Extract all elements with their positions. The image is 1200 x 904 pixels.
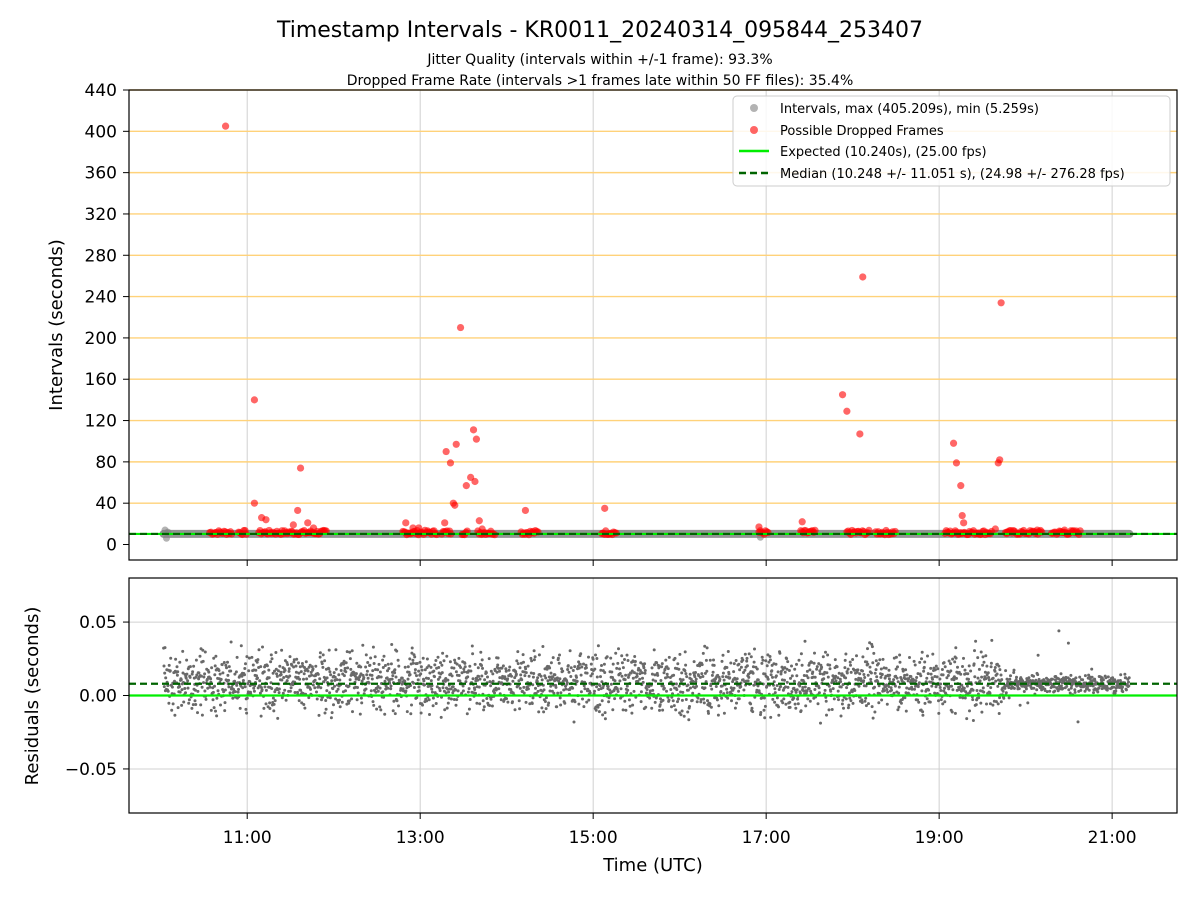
x-tick-label: 19:00 <box>915 828 964 848</box>
dropped-frame-point <box>262 516 270 524</box>
dropped-frame-point <box>402 519 410 527</box>
legend-marker-intervals <box>750 104 758 112</box>
dropped-frame-point <box>442 447 450 456</box>
top-y-tick-label: 40 <box>95 494 117 514</box>
dropped-frame-point <box>521 506 530 515</box>
top-y-tick-label: 360 <box>85 164 117 184</box>
dropped-frame-point <box>304 519 312 527</box>
x-axis-ticks: 11:00 13:00 15:00 17:00 19:00 21:00 <box>223 560 1137 848</box>
legend-label-intervals: Intervals, max (405.209s), min (5.259s) <box>780 102 1039 117</box>
legend-box <box>732 95 1171 187</box>
x-tick-label: 13:00 <box>396 828 445 848</box>
bottom-y-tick-label: 0.05 <box>79 613 117 633</box>
bottom-y-tick-label: 0.00 <box>79 687 117 707</box>
chart-subtitle-2: Dropped Frame Rate (intervals >1 frames … <box>347 73 854 89</box>
legend-label-expected: Expected (10.240s), (25.00 fps) <box>780 145 987 160</box>
x-axis-label: Time (UTC) <box>602 855 703 876</box>
bottom-plot-marks <box>129 629 1177 725</box>
top-y-tick-label: 120 <box>85 412 117 432</box>
dropped-frame-point <box>250 396 259 404</box>
dropped-frame-point <box>309 524 318 532</box>
legend-label-dropped: Possible Dropped Frames <box>780 124 944 139</box>
dropped-frame-point <box>441 519 449 527</box>
x-tick-label: 17:00 <box>742 828 791 848</box>
dropped-frame-point <box>957 482 965 490</box>
dropped-frame-point <box>997 299 1005 307</box>
x-tick-label: 21:00 <box>1088 828 1137 848</box>
dropped-frame-point <box>838 391 847 399</box>
dropped-frame-point <box>1060 526 1069 534</box>
top-plot-marks <box>129 122 1177 542</box>
residual-points <box>162 629 1131 725</box>
dropped-frame-point <box>250 499 259 507</box>
dropped-frame-point <box>294 506 302 515</box>
dropped-frame-point <box>859 273 867 281</box>
top-y-axis-label: Intervals (seconds) <box>46 239 67 411</box>
dropped-frame-point <box>478 525 486 533</box>
dropped-frame-point <box>811 526 819 534</box>
dropped-frame-point <box>601 504 609 512</box>
legend-marker-dropped <box>750 126 758 134</box>
top-y-tick-label: 0 <box>106 536 117 556</box>
top-y-tick-label: 240 <box>85 288 117 308</box>
dropped-frame-point <box>472 435 481 443</box>
x-tick-label: 15:00 <box>569 828 618 848</box>
dropped-frame-point <box>289 521 297 529</box>
dropped-frame-point <box>952 459 961 467</box>
dropped-frame-point <box>475 517 483 525</box>
top-y-tick-label: 280 <box>85 246 117 266</box>
dropped-frame-point <box>764 528 772 537</box>
interval-point <box>162 534 170 542</box>
dropped-frame-point <box>798 518 806 526</box>
top-y-tick-label: 160 <box>85 370 117 390</box>
dropped-frame-point <box>958 511 966 520</box>
top-y-tick-label: 200 <box>85 329 117 349</box>
top-y-tick-label: 400 <box>85 122 117 142</box>
bottom-y-axis-label: Residuals (seconds) <box>22 607 43 786</box>
dropped-frame-point <box>451 501 459 509</box>
top-y-tick-label: 440 <box>85 81 117 101</box>
dropped-frame-point <box>469 426 478 434</box>
chart-title: Timestamp Intervals - KR0011_20240314_09… <box>276 18 923 43</box>
top-y-tick-label: 320 <box>85 205 117 225</box>
dropped-frame-point <box>322 527 330 535</box>
dropped-frame-point <box>1076 527 1084 535</box>
dropped-frame-point <box>221 122 230 130</box>
dropped-frame-point <box>856 430 864 438</box>
bottom-y-axis-ticks: −0.05 0.00 0.05 <box>65 613 129 780</box>
top-y-tick-label: 80 <box>95 453 117 473</box>
dropped-frame-point <box>1033 526 1041 534</box>
legend-label-median: Median (10.248 +/- 11.051 s), (24.98 +/-… <box>780 167 1125 182</box>
dropped-frame-point <box>452 440 460 448</box>
dropped-frame-point <box>296 464 305 472</box>
dropped-frame-point <box>960 519 968 527</box>
bottom-y-tick-label: −0.05 <box>65 760 117 780</box>
dropped-frame-point <box>446 459 455 467</box>
chart-subtitle-1: Jitter Quality (intervals within +/-1 fr… <box>426 52 772 68</box>
top-y-axis-ticks: 0 40 80 120 160 200 240 280 320 360 400 440 <box>85 81 129 556</box>
dropped-frame-point <box>471 477 479 486</box>
top-plot-frame <box>128 89 1178 561</box>
dropped-frame-point <box>991 525 999 533</box>
chart-legend: Intervals, max (405.209s), min (5.259s) … <box>732 95 1171 187</box>
dropped-frame-point <box>755 523 763 531</box>
dropped-frame-point <box>415 524 423 532</box>
dropped-frame-point <box>996 456 1004 464</box>
x-tick-label: 11:00 <box>223 828 272 848</box>
dropped-frame-point <box>456 323 465 332</box>
dropped-frame-point <box>409 524 417 532</box>
dropped-frame-point <box>865 526 873 534</box>
dropped-frame-point <box>843 407 851 415</box>
dropped-frame-point <box>949 439 958 447</box>
dropped-frame-point <box>462 482 470 490</box>
